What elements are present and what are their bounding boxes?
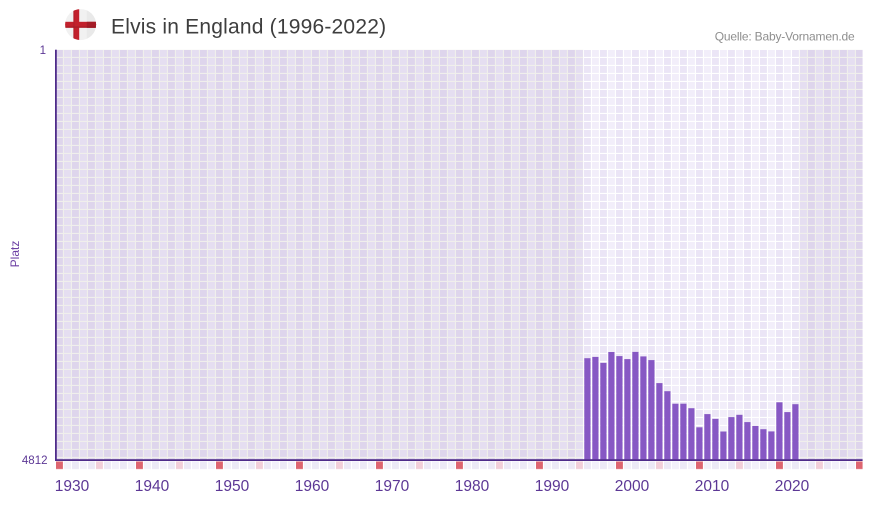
svg-text:4812: 4812 xyxy=(22,455,48,467)
svg-text:1970: 1970 xyxy=(375,478,410,495)
svg-text:1940: 1940 xyxy=(135,478,170,495)
svg-text:Platz: Platz xyxy=(8,241,22,268)
svg-text:1950: 1950 xyxy=(215,478,250,495)
svg-text:Quelle: Baby-Vornamen.de: Quelle: Baby-Vornamen.de xyxy=(715,29,855,43)
svg-text:1960: 1960 xyxy=(295,478,330,495)
svg-text:1990: 1990 xyxy=(535,478,570,495)
svg-text:1: 1 xyxy=(40,45,46,57)
svg-text:Elvis in England (1996-2022): Elvis in England (1996-2022) xyxy=(111,16,386,39)
svg-text:2020: 2020 xyxy=(775,478,810,495)
svg-text:1930: 1930 xyxy=(55,478,90,495)
svg-text:1980: 1980 xyxy=(455,478,490,495)
svg-text:2010: 2010 xyxy=(695,478,730,495)
svg-text:2000: 2000 xyxy=(615,478,650,495)
